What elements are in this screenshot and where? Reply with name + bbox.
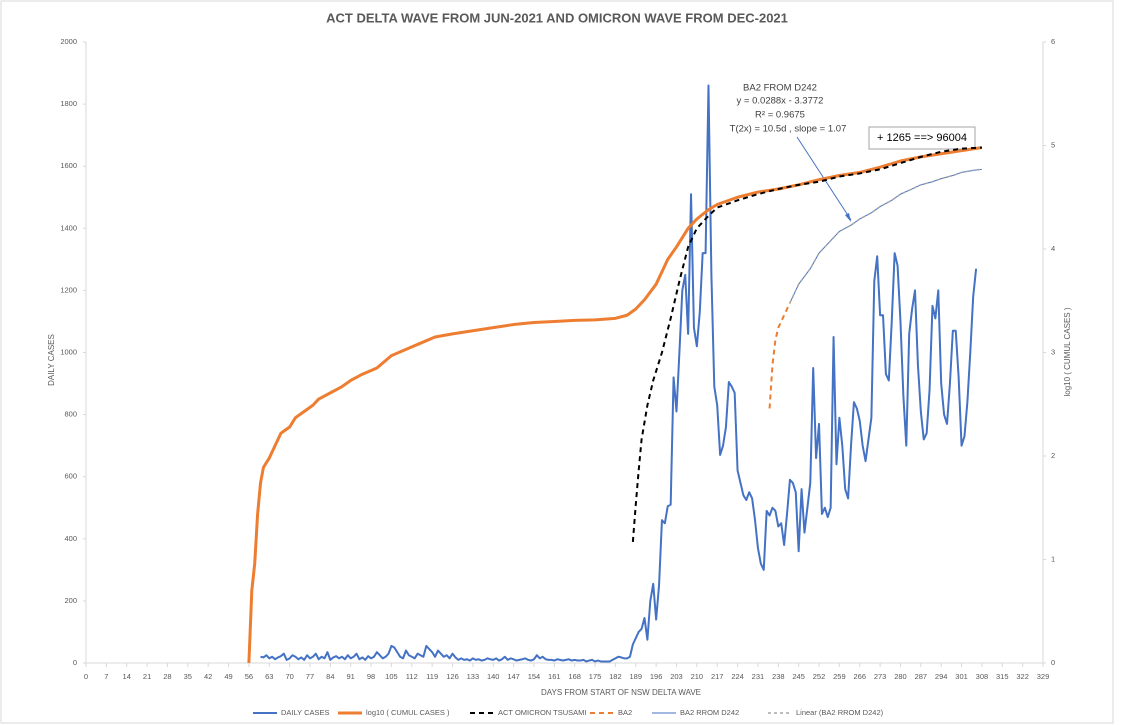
y-tick-label: 1200 xyxy=(60,285,77,294)
x-tick-label: 224 xyxy=(731,672,744,681)
chart-title: ACT DELTA WAVE FROM JUN-2021 AND OMICRON… xyxy=(326,10,788,25)
x-tick-label: 0 xyxy=(84,672,88,681)
legend-item: log10 ( CUMUL CASES ) xyxy=(338,708,450,717)
series-line xyxy=(631,146,982,542)
y-axis-label: DAILY CASES xyxy=(47,334,56,386)
legend-label: DAILY CASES xyxy=(281,708,330,717)
x-tick-label: 119 xyxy=(426,672,438,681)
legend-item: BA2 xyxy=(590,708,632,717)
x-tick-label: 70 xyxy=(285,672,293,681)
series-line xyxy=(260,84,978,663)
legend-label: BA2 RROM D242 xyxy=(680,708,739,717)
x-tick-label: 42 xyxy=(204,672,212,681)
annotation-line: BA2 FROM D242 xyxy=(743,83,817,94)
y-tick-label: 1400 xyxy=(60,223,77,232)
x-tick-label: 21 xyxy=(143,672,151,681)
x-tick-label: 203 xyxy=(670,672,683,681)
y2-tick-label: 0 xyxy=(1051,658,1055,667)
legend-item: ACT OMICRON TSUSAMI xyxy=(470,708,586,717)
x-tick-label: 252 xyxy=(813,672,826,681)
annotation-box xyxy=(868,126,976,150)
x-tick-label: 231 xyxy=(752,672,765,681)
x-tick-label: 294 xyxy=(935,672,948,681)
y-tick-label: 2000 xyxy=(60,37,77,46)
x-tick-label: 147 xyxy=(507,672,520,681)
y-tick-label: 600 xyxy=(64,472,77,481)
y2-tick-label: 3 xyxy=(1051,347,1055,356)
y2-tick-label: 5 xyxy=(1051,140,1055,149)
x-tick-label: 315 xyxy=(996,672,1009,681)
x-tick-label: 217 xyxy=(711,672,724,681)
x-tick-label: 49 xyxy=(224,672,232,681)
x-tick-label: 210 xyxy=(691,672,704,681)
x-tick-label: 91 xyxy=(347,672,355,681)
x-tick-label: 35 xyxy=(184,672,192,681)
x-tick-label: 28 xyxy=(163,672,171,681)
x-tick-label: 182 xyxy=(609,672,622,681)
x-tick-label: 189 xyxy=(630,672,643,681)
legend-item: DAILY CASES xyxy=(253,708,330,717)
x-tick-label: 161 xyxy=(548,672,561,681)
x-tick-label: 63 xyxy=(265,672,273,681)
x-tick-label: 133 xyxy=(467,672,480,681)
x-tick-label: 175 xyxy=(589,672,602,681)
x-tick-label: 77 xyxy=(306,672,314,681)
y-tick-label: 800 xyxy=(64,410,77,419)
x-tick-label: 14 xyxy=(123,672,131,681)
legend-item: BA2 RROM D242 xyxy=(652,708,739,717)
x-axis-label: DAYS FROM START OF NSW DELTA WAVE xyxy=(541,688,701,697)
x-tick-label: 140 xyxy=(487,672,500,681)
x-tick-label: 266 xyxy=(853,672,866,681)
x-tick-label: 287 xyxy=(915,672,928,681)
y2-tick-label: 2 xyxy=(1051,451,1055,460)
x-tick-label: 273 xyxy=(874,672,887,681)
series-line xyxy=(768,302,791,409)
x-tick-label: 280 xyxy=(894,672,907,681)
y2-tick-label: 1 xyxy=(1051,554,1055,563)
y-tick-label: 0 xyxy=(73,658,77,667)
x-tick-label: 112 xyxy=(406,672,418,681)
x-tick-label: 301 xyxy=(955,672,968,681)
x-tick-label: 329 xyxy=(1037,672,1050,681)
series-line xyxy=(789,168,982,304)
y2-tick-label: 4 xyxy=(1051,244,1055,253)
x-tick-label: 7 xyxy=(104,672,108,681)
x-tick-label: 56 xyxy=(245,672,253,681)
y-tick-label: 1800 xyxy=(60,99,77,108)
x-tick-label: 259 xyxy=(833,672,846,681)
legend-item: Linear (BA2 RROM D242) xyxy=(768,708,884,717)
x-tick-label: 245 xyxy=(792,672,805,681)
x-tick-label: 98 xyxy=(367,672,375,681)
legend-label: Linear (BA2 RROM D242) xyxy=(796,708,884,717)
y-tick-label: 1000 xyxy=(60,347,77,356)
annotation-line: R² = 0.9675 xyxy=(755,110,805,121)
y2-axis-label: log10 ( CUMUL CASES ) xyxy=(1063,307,1072,396)
x-tick-label: 105 xyxy=(385,672,398,681)
arrow-head xyxy=(845,213,851,222)
x-tick-label: 238 xyxy=(772,672,785,681)
legend-label: BA2 xyxy=(618,708,632,717)
annotation-text: + 1265 ==> 96004 xyxy=(877,132,967,144)
x-tick-label: 126 xyxy=(446,672,459,681)
annotation-line: y = 0.0288x - 3.3772 xyxy=(737,96,824,107)
x-tick-label: 84 xyxy=(326,672,334,681)
x-tick-label: 322 xyxy=(1016,672,1029,681)
x-tick-label: 308 xyxy=(976,672,989,681)
y-tick-label: 200 xyxy=(64,596,77,605)
x-tick-label: 154 xyxy=(528,672,541,681)
legend-label: log10 ( CUMUL CASES ) xyxy=(366,708,450,717)
x-tick-label: 168 xyxy=(568,672,581,681)
annotation-line: T(2x) = 10.5d , slope = 1.07 xyxy=(730,124,847,135)
y-tick-label: 1600 xyxy=(60,161,77,170)
y-tick-label: 400 xyxy=(64,534,77,543)
x-tick-label: 196 xyxy=(650,672,663,681)
legend-label: ACT OMICRON TSUSAMI xyxy=(498,708,586,717)
y2-tick-label: 6 xyxy=(1051,37,1055,46)
